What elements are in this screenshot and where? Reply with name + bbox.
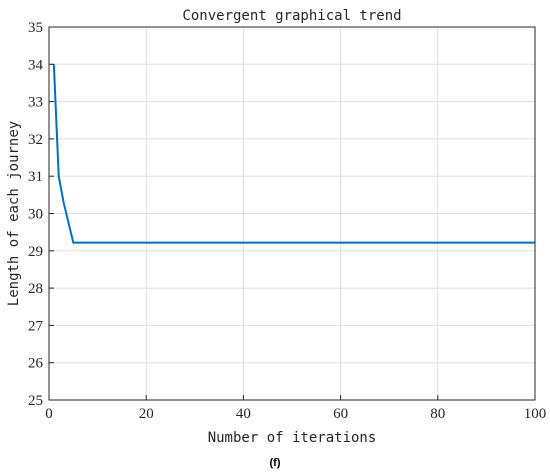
y-tick-label: 33 [28, 95, 43, 111]
chart-title: Convergent graphical trend [182, 8, 401, 24]
y-tick-label: 29 [28, 244, 43, 260]
series-layer [52, 64, 535, 244]
series-line [52, 64, 535, 244]
y-tick-label: 32 [28, 132, 43, 148]
y-tick-label: 27 [28, 318, 44, 334]
x-axis-title: Number of iterations [208, 430, 377, 446]
y-tick-label: 35 [28, 20, 43, 36]
x-tick-label: 80 [430, 406, 445, 422]
y-tick-label: 25 [28, 393, 43, 409]
y-tick-label: 26 [28, 356, 44, 372]
y-tick-label: 31 [28, 169, 43, 185]
x-tick-label: 100 [524, 406, 547, 422]
y-tick-label: 28 [28, 281, 43, 297]
y-axis-title: Length of each journey [6, 121, 22, 306]
tick-layer: 0 20 40 60 80 100 25 26 27 28 29 30 31 32 33 34 35 [28, 20, 546, 422]
x-tick-label: 0 [45, 406, 53, 422]
x-tick-label: 60 [333, 406, 348, 422]
figure-caption: (f) [270, 457, 281, 469]
y-tick-label: 34 [28, 57, 44, 73]
y-tick-label: 30 [28, 207, 43, 223]
x-tick-label: 40 [236, 406, 251, 422]
grid-lines [48, 26, 536, 401]
x-tick-label: 20 [139, 406, 154, 422]
